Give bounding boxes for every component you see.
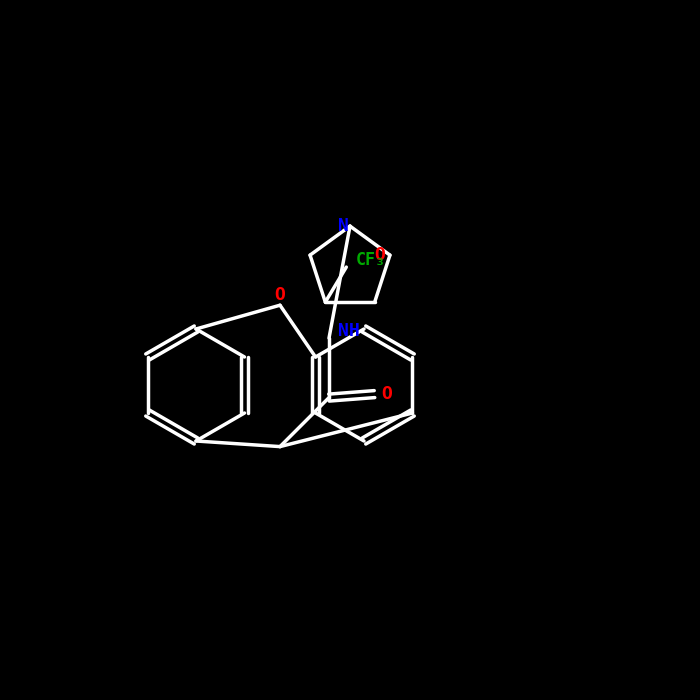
Text: N: N	[337, 217, 349, 235]
Text: CF₃: CF₃	[356, 251, 386, 269]
Text: O: O	[374, 246, 385, 264]
Text: O: O	[274, 286, 286, 304]
Text: O: O	[382, 385, 393, 403]
Text: NH: NH	[337, 322, 360, 340]
